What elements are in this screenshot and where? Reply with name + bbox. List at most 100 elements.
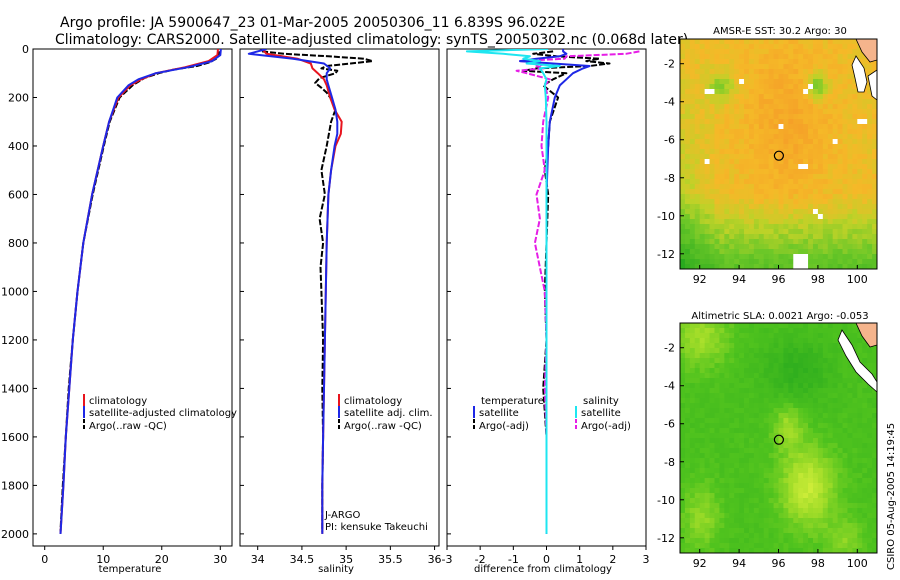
- map-cell: [778, 159, 784, 165]
- map-cell: [773, 249, 779, 255]
- map-cell: [803, 189, 809, 195]
- map-cell: [847, 239, 853, 245]
- map-cell: [827, 224, 834, 230]
- map-cell: [812, 214, 819, 220]
- map-cell: [808, 543, 814, 549]
- map-cell: [812, 174, 819, 180]
- x-tick-label: 34: [251, 553, 265, 566]
- map-cell: [680, 513, 686, 519]
- map-cell: [768, 403, 774, 409]
- map-cell: [837, 348, 843, 354]
- map-cell: [832, 169, 838, 175]
- salinity-xlabel: salinity: [318, 564, 354, 575]
- map-cell: [734, 408, 740, 414]
- map-cell: [699, 368, 706, 374]
- map-cell: [699, 488, 706, 494]
- map-cell: [763, 398, 770, 404]
- map-cell: [778, 398, 784, 404]
- map-cell: [748, 528, 755, 534]
- map-cell: [778, 64, 784, 70]
- map-cell: [857, 264, 863, 269]
- map-cell: [758, 343, 765, 349]
- map-cell: [778, 69, 784, 75]
- map-cell: [773, 483, 779, 489]
- map-cell: [748, 518, 755, 524]
- map-cell: [872, 144, 877, 150]
- map-cell: [689, 383, 696, 389]
- map-cell: [763, 508, 770, 514]
- map-cell: [689, 54, 696, 60]
- legend-label-satellite-adj: satellite adj. clim.: [344, 408, 433, 419]
- map-cell: [812, 378, 819, 384]
- map-cell: [808, 49, 814, 55]
- map-cell: [694, 104, 701, 110]
- map-cell: [729, 433, 735, 439]
- map-cell: [812, 388, 819, 394]
- map-cell: [719, 473, 725, 479]
- map-cell: [852, 134, 858, 140]
- map-cell: [689, 184, 696, 190]
- map-cell: [768, 533, 774, 539]
- y-tick-label: 1200: [1, 334, 29, 347]
- map-cell: [768, 498, 774, 504]
- map-cell: [739, 443, 745, 449]
- map-cell: [753, 94, 760, 100]
- map-cell: [744, 513, 750, 519]
- map-cell: [842, 463, 848, 469]
- map-cell: [739, 204, 745, 210]
- map-cell: [758, 533, 765, 539]
- map-cell: [872, 134, 877, 140]
- map-cell: [724, 358, 730, 364]
- map-cell: [783, 358, 789, 364]
- map-cell: [852, 114, 858, 120]
- map-cell: [822, 119, 829, 125]
- map-cell: [758, 164, 765, 170]
- map-cell: [734, 214, 740, 220]
- map-cell: [719, 59, 725, 65]
- map-cell: [852, 333, 858, 339]
- map-cell: [719, 254, 725, 260]
- map-cell: [832, 533, 838, 539]
- map-cell: [748, 39, 755, 45]
- map-cell: [773, 99, 779, 105]
- map-cell: [827, 488, 834, 494]
- map-cell: [734, 508, 740, 514]
- map-cell: [867, 468, 873, 474]
- map-cell: [729, 418, 735, 424]
- map-y-tick-label: -4: [664, 96, 675, 109]
- map-cell: [704, 114, 710, 120]
- map-cell: [748, 79, 755, 85]
- map-cell: [827, 463, 834, 469]
- map-cell: [739, 79, 745, 85]
- map-cell: [680, 149, 686, 155]
- map-cell: [684, 234, 691, 240]
- map-cell: [817, 54, 824, 60]
- map-cell: [793, 373, 799, 379]
- map-cell: [842, 403, 848, 409]
- map-cell: [734, 513, 740, 519]
- map-cell: [798, 54, 804, 60]
- map-cell: [709, 199, 715, 205]
- map-cell: [812, 538, 819, 544]
- map-cell: [872, 169, 877, 175]
- map-cell: [872, 403, 877, 409]
- map-cell: [852, 259, 858, 265]
- map-cell: [872, 104, 877, 110]
- map-cell: [744, 383, 750, 389]
- map-cell: [852, 373, 858, 379]
- map-cell: [719, 114, 725, 120]
- map-cell: [744, 84, 750, 90]
- map-cell: [817, 443, 824, 449]
- map-cell: [812, 478, 819, 484]
- map-cell: [714, 109, 720, 115]
- map-cell: [788, 458, 794, 464]
- map-cell: [872, 174, 877, 180]
- map-y-tick-label: -12: [657, 532, 675, 545]
- map-cell: [817, 513, 824, 519]
- map-cell: [837, 114, 843, 120]
- map-cell: [714, 333, 720, 339]
- map-cell: [744, 114, 750, 120]
- map-cell: [862, 199, 868, 205]
- map-cell: [857, 473, 863, 479]
- map-cell: [694, 353, 701, 359]
